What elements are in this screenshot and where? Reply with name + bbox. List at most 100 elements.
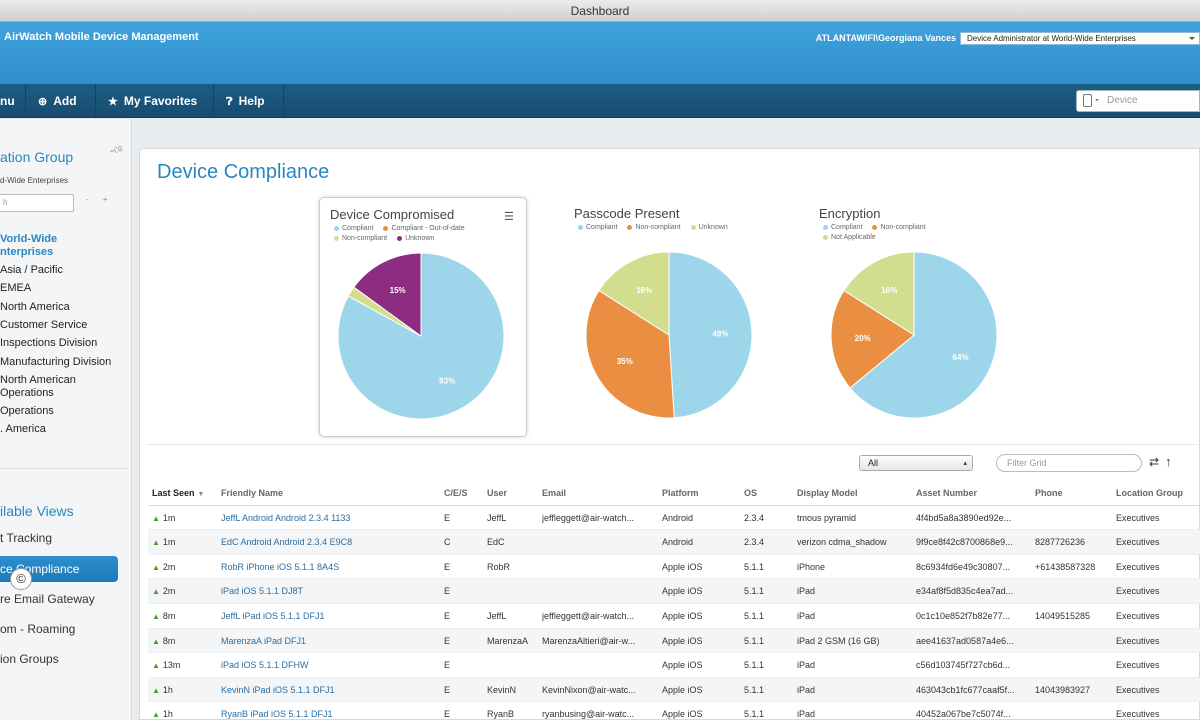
list-menu-icon[interactable]: ☰ xyxy=(504,210,516,223)
column-header[interactable]: Asset Number xyxy=(916,481,1033,505)
tree-item[interactable]: Asia / Pacific xyxy=(0,264,130,282)
table-row[interactable]: ▲ 1m EdC Android Android 2.3.4 E9C8 C EdC And… xyxy=(148,530,1200,555)
column-header[interactable]: Phone xyxy=(1035,481,1113,505)
view-email-gateway[interactable]: re Email Gateway xyxy=(0,586,118,612)
table-cell: 8c6934fd6e49c30807... xyxy=(916,555,1033,579)
table-row[interactable]: ▲ 13m iPad iOS 5.1.1 DFHW E Apple iOS 5.1.1 iP… xyxy=(148,653,1200,678)
table-cell[interactable]: JeffL iPad iOS 5.1.1 DFJ1 xyxy=(221,604,441,628)
column-header[interactable]: Last Seen ▼ xyxy=(152,481,218,507)
table-cell: jeffleggett@air-watch... xyxy=(542,506,660,530)
table-cell: iPad xyxy=(797,702,914,720)
table-row[interactable]: ▲ 2m iPad iOS 5.1.1 DJ8T E Apple iOS 5.1.1 iPa… xyxy=(148,579,1200,604)
tree-item[interactable]: North American xyxy=(0,374,130,387)
tree-item[interactable]: Operations xyxy=(0,387,130,405)
table-row[interactable]: ▲ 1m JeffL Android Android 2.3.4 1133 E Jeff… xyxy=(148,506,1200,531)
tree-item[interactable]: Inspections Division xyxy=(0,337,130,356)
last-seen-value: 1h xyxy=(163,709,173,719)
chart-encryption[interactable]: 64% 20% 16% Encryption Compliant Non-compl… xyxy=(809,197,1019,437)
table-cell: ▲ 1h xyxy=(152,702,218,720)
tree-expand-collapse-icon[interactable]: - + xyxy=(86,195,114,204)
filter-grid-input[interactable]: Filter Grid xyxy=(996,454,1142,472)
tree-item[interactable]: North America xyxy=(0,301,130,319)
table-row[interactable]: ▲ 8m MarenzaA iPad DFJ1 E MarenzaA MarenzaAlt… xyxy=(148,629,1200,654)
table-cell: Executives xyxy=(1116,530,1200,554)
last-seen-value: 2m xyxy=(163,586,176,596)
table-cell: 4f4bd5a8a3890ed92e... xyxy=(916,506,1033,530)
table-row[interactable]: ▲ 1h KevinN iPad iOS 5.1.1 DFJ1 E KevinN Kevi… xyxy=(148,678,1200,703)
upload-icon[interactable]: ↑ xyxy=(1165,454,1172,469)
location-group-subtitle: d-Wide Enterprises xyxy=(0,176,68,185)
table-cell[interactable]: MarenzaA iPad DFJ1 xyxy=(221,629,441,653)
pie-slice-compliant[interactable] xyxy=(669,252,752,418)
table-cell[interactable]: EdC Android Android 2.3.4 E9C8 xyxy=(221,530,441,554)
section-divider xyxy=(148,444,1198,445)
filter-grid-placeholder: Filter Grid xyxy=(1007,458,1047,468)
plus-icon: ⊕ xyxy=(38,85,47,119)
nav-add[interactable]: ⊕ Add xyxy=(26,84,96,118)
table-cell[interactable]: iPad iOS 5.1.1 DJ8T xyxy=(221,579,441,603)
view-roaming[interactable]: om - Roaming xyxy=(0,616,118,642)
table-cell[interactable]: JeffL Android Android 2.3.4 1133 xyxy=(221,506,441,530)
location-search-input[interactable]: h xyxy=(0,194,74,212)
table-cell[interactable]: RyanB iPad iOS 5.1.1 DFJ1 xyxy=(221,702,441,720)
last-seen-value: 2m xyxy=(163,562,176,572)
legend-dot xyxy=(334,236,339,241)
pin-icon[interactable]: 📌︎ xyxy=(108,143,125,159)
table-row[interactable]: ▲ 1h RyanB iPad iOS 5.1.1 DFJ1 E RyanB ryanbu… xyxy=(148,702,1200,720)
nav-favorites[interactable]: ★ My Favorites xyxy=(96,84,214,118)
table-cell: Android xyxy=(662,530,744,554)
column-header[interactable]: Display Model xyxy=(797,481,914,505)
column-header[interactable]: C/E/S xyxy=(444,481,484,505)
table-cell: 14043983927 xyxy=(1035,678,1113,702)
chart-passcode-present[interactable]: 49% 35% 16% Passcode Present Compliant Non… xyxy=(564,197,774,437)
legend-label: Non-compliant xyxy=(635,224,680,231)
export-icon[interactable]: ⇄ xyxy=(1149,455,1159,469)
tree-item[interactable]: Manufacturing Division xyxy=(0,356,130,374)
nav-menu[interactable]: nu xyxy=(0,84,26,118)
table-cell[interactable]: RobR iPhone iOS 5.1.1 8A4S xyxy=(221,555,441,579)
column-header[interactable]: User xyxy=(487,481,541,505)
table-cell: Executives xyxy=(1116,506,1200,530)
tree-item[interactable]: nterprises xyxy=(0,246,130,264)
tree-item[interactable]: Vorld-Wide xyxy=(0,233,130,246)
table-cell[interactable]: iPad iOS 5.1.1 DFHW xyxy=(221,653,441,677)
table-cell: ▲ 1m xyxy=(152,530,218,555)
main-nav: nu ⊕ Add ★ My Favorites ❓︎ Help xyxy=(0,84,1200,118)
grid-filter-select[interactable]: All ▴ xyxy=(859,455,973,471)
table-cell: KevinN xyxy=(487,678,541,702)
view-location-groups[interactable]: ion Groups xyxy=(0,646,118,672)
tree-item[interactable]: EMEA xyxy=(0,282,130,301)
table-cell: ▲ 1h xyxy=(152,678,218,703)
column-header[interactable]: Friendly Name xyxy=(221,481,441,505)
table-cell[interactable]: KevinN iPad iOS 5.1.1 DFJ1 xyxy=(221,678,441,702)
nav-help[interactable]: ❓︎ Help xyxy=(214,84,284,118)
legend-label: Compliant xyxy=(831,224,863,231)
table-cell: 5.1.1 xyxy=(744,555,796,579)
device-search-input[interactable]: Device xyxy=(1076,90,1200,112)
tree-item[interactable]: Operations xyxy=(0,405,130,423)
tree-item[interactable]: . America xyxy=(0,423,130,441)
column-header[interactable]: Email xyxy=(542,481,660,505)
table-cell: Apple iOS xyxy=(662,555,744,579)
sort-desc-icon: ▼ xyxy=(198,491,205,498)
column-header[interactable]: Platform xyxy=(662,481,744,505)
user-name[interactable]: ATLANTAWIFI\Georgiana Vances xyxy=(816,33,956,43)
column-header[interactable]: Location Group xyxy=(1116,481,1200,505)
device-grid: Last Seen ▼ Friendly Name C/E/S User Emai… xyxy=(148,481,1200,720)
table-cell: Apple iOS xyxy=(662,579,744,603)
slice-label: 16% xyxy=(881,286,897,295)
view-tracking[interactable]: t Tracking xyxy=(0,525,118,551)
table-row[interactable]: ▲ 2m RobR iPhone iOS 5.1.1 8A4S E RobR Apple … xyxy=(148,555,1200,580)
phone-icon xyxy=(1083,94,1092,107)
arrow-up-icon: ▲ xyxy=(152,587,160,596)
table-cell: C xyxy=(444,530,484,554)
table-cell: E xyxy=(444,678,484,702)
column-header[interactable]: OS xyxy=(744,481,796,505)
tree-item[interactable]: Customer Service xyxy=(0,319,130,337)
legend-dot xyxy=(872,225,877,230)
table-cell: ▲ 1m xyxy=(152,506,218,531)
chart-device-compromised[interactable]: 83% 15% Device Compromised ☰ Compliant Co… xyxy=(319,197,527,437)
table-row[interactable]: ▲ 8m JeffL iPad iOS 5.1.1 DFJ1 E JeffL jeffle… xyxy=(148,604,1200,629)
role-select[interactable]: Device Administrator at World-Wide Enter… xyxy=(960,32,1200,45)
table-cell: 5.1.1 xyxy=(744,702,796,720)
